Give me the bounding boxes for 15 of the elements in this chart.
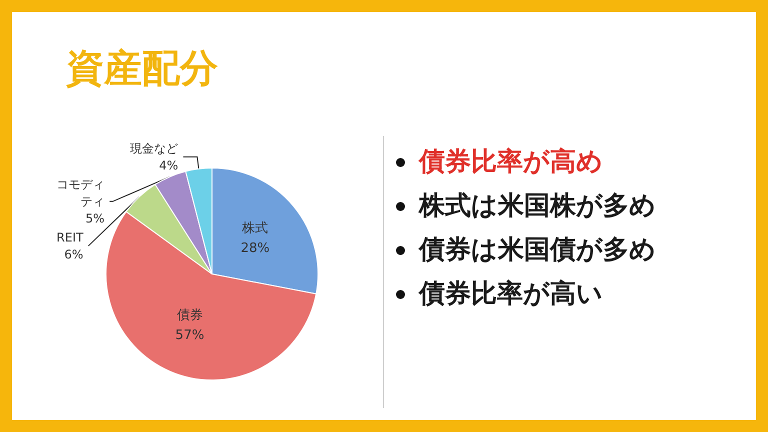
slice-label: 債券	[176, 308, 203, 323]
text: 債券比率が高い	[419, 278, 603, 310]
slice-label: REIT	[56, 230, 84, 244]
data-label: 28%	[240, 240, 270, 256]
data-label: 57%	[175, 328, 204, 343]
slice-label: コモディティ	[56, 177, 105, 208]
data-label: 5%	[86, 211, 105, 226]
text: 債券は米国債が多め	[419, 234, 656, 266]
chart-title: 資産配分	[66, 45, 218, 92]
data-label: 4%	[159, 158, 178, 172]
slice-label: 現金など	[130, 141, 178, 156]
text: 株式は米国株が多め	[419, 190, 656, 222]
slice-label: 株式	[241, 220, 268, 236]
text: 債券比率が高め	[419, 146, 603, 178]
data-label: 6%	[64, 247, 84, 262]
